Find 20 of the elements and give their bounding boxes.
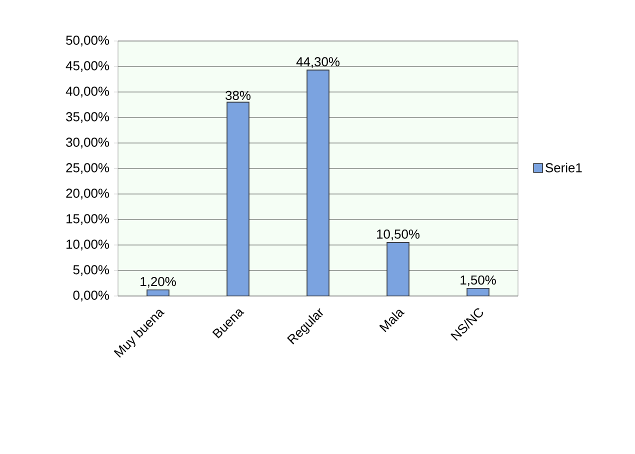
bar [306,70,330,296]
bar [226,102,250,296]
data-label: 44,30% [296,57,340,68]
bar [386,242,410,296]
data-label: 10,50% [377,230,420,240]
data-label: 38% [226,90,251,100]
y-tick-label: 5,00% [73,265,110,276]
y-tick-label: 45,00% [66,61,110,72]
y-tick-label: 50,00% [66,36,110,46]
y-tick-label: 15,00% [66,214,110,225]
y-tick-label: 20,00% [66,188,110,200]
y-tick-label: 30,00% [66,138,110,148]
y-tick-label: 35,00% [66,112,110,123]
y-tick-label: 40,00% [66,86,110,98]
data-label: 1,20% [140,276,176,288]
y-tick-label: 0,00% [73,290,110,302]
y-tick-label: 10,00% [66,240,110,250]
y-tick-label: 25,00% [66,163,110,174]
legend-label: Serie1 [546,162,582,172]
data-label: 1,50% [460,275,496,286]
